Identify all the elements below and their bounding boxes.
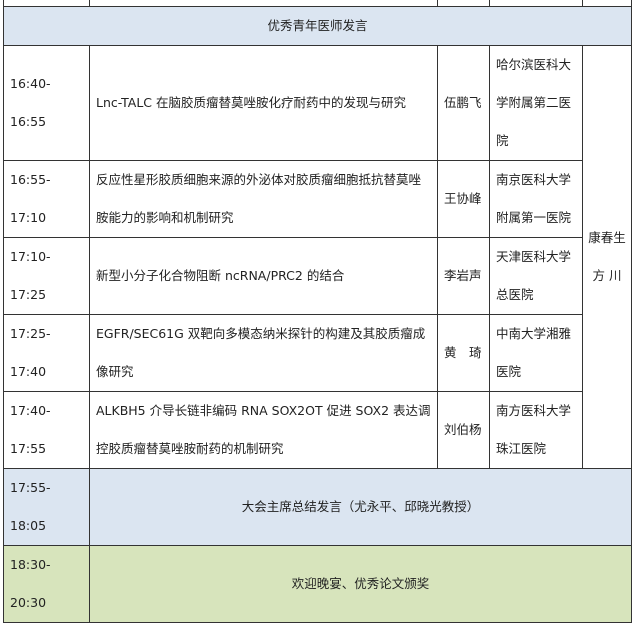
talk-title: 反应性星形胶质细胞来源的外泌体对胶质瘤细胞抵抗替莫唑 胺能力的影响和机制研究 xyxy=(89,160,438,238)
dinner-row: 18:30-20:30 欢迎晚宴、优秀论文颁奖 xyxy=(3,545,632,623)
institution: 天津医科大学 总医院 xyxy=(489,237,583,315)
time: 17:10-17:25 xyxy=(3,237,90,315)
time: 16:55-17:10 xyxy=(3,160,90,238)
institution: 南方医科大学 珠江医院 xyxy=(489,391,583,469)
speaker: 刘伯杨 xyxy=(437,391,490,469)
closing-text: 大会主席总结发言（尤永平、邱晓光教授） xyxy=(89,468,632,546)
dinner-text: 欢迎晚宴、优秀论文颁奖 xyxy=(89,545,632,623)
speaker: 李岩声 xyxy=(437,237,490,315)
section-header-row: 优秀青年医师发言 xyxy=(3,6,632,46)
speaker: 伍鹏飞 xyxy=(437,45,490,161)
time: 18:30-20:30 xyxy=(3,545,90,623)
speaker: 王协峰 xyxy=(437,160,490,238)
table-row: 16:40-16:55 Lnc-TALC 在脑胶质瘤替莫唑胺化疗耐药中的发现与研… xyxy=(3,45,632,469)
table-row: 17:40-17:55 ALKBH5 介导长链非编码 RNA SOX2OT 促进… xyxy=(3,391,632,469)
table-row: 17:10-17:25 新型小分子化合物阻断 ncRNA/PRC2 的结合 李岩… xyxy=(3,237,632,315)
institution: 哈尔滨医科大 学附属第二医院 xyxy=(489,45,583,161)
table-row: 16:55-17:10 反应性星形胶质细胞来源的外泌体对胶质瘤细胞抵抗替莫唑 胺能… xyxy=(3,160,632,238)
speaker: 黄 琦 xyxy=(437,314,490,392)
chair: 康春生方 川 xyxy=(582,45,632,469)
talk-title: 新型小分子化合物阻断 ncRNA/PRC2 的结合 xyxy=(89,237,438,315)
time: 16:40-16:55 xyxy=(3,45,90,161)
schedule-table: 优秀青年医师发言 16:40-16:55 Lnc-TALC 在脑胶质瘤替莫唑胺化… xyxy=(3,0,632,623)
time: 17:55-18:05 xyxy=(3,468,90,546)
institution: 中南大学湘雅 医院 xyxy=(489,314,583,392)
table-row: 17:25-17:40 EGFR/SEC61G 双靶向多模态纳米探针的构建及其胶… xyxy=(3,314,632,392)
talk-title: ALKBH5 介导长链非编码 RNA SOX2OT 促进 SOX2 表达调 控胶质… xyxy=(89,391,438,469)
time: 17:40-17:55 xyxy=(3,391,90,469)
talk-title: EGFR/SEC61G 双靶向多模态纳米探针的构建及其胶质瘤成 像研究 xyxy=(89,314,438,392)
section-header: 优秀青年医师发言 xyxy=(3,6,632,46)
talk-title: Lnc-TALC 在脑胶质瘤替莫唑胺化疗耐药中的发现与研究 xyxy=(89,45,438,161)
closing-row: 17:55-18:05 大会主席总结发言（尤永平、邱晓光教授） xyxy=(3,468,632,546)
time: 17:25-17:40 xyxy=(3,314,90,392)
institution: 南京医科大学 附属第一医院 xyxy=(489,160,583,238)
